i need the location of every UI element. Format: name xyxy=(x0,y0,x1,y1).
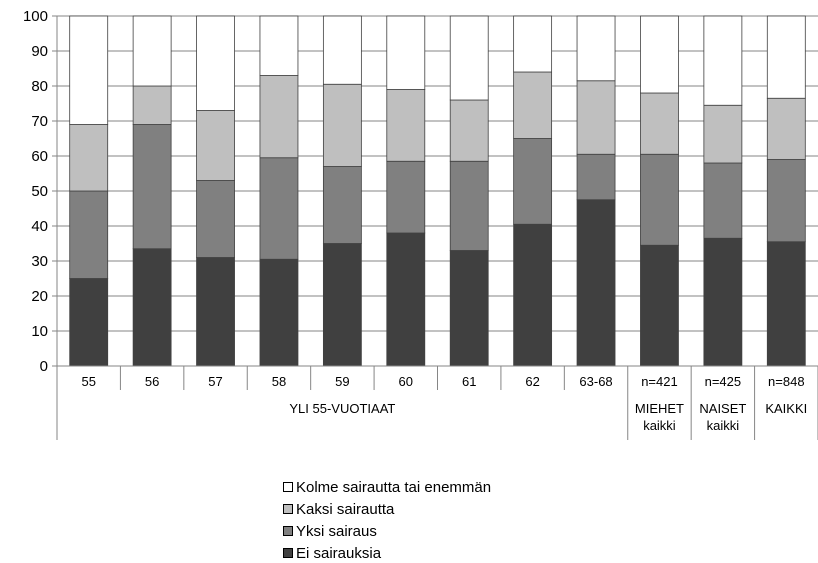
bar-segment xyxy=(69,278,109,367)
legend-swatch xyxy=(283,482,293,492)
axes: 0 10 20 30 40 50 60 70 80 90 100 55 56 57 58 59 60 61 62 63… xyxy=(23,8,818,440)
bar-segment xyxy=(703,104,743,164)
bar-segment xyxy=(259,15,299,76)
bar-segment xyxy=(322,83,362,167)
x-tick-label: 60 xyxy=(399,374,413,389)
bar-segment xyxy=(259,157,299,260)
legend-label: Ei sairauksia xyxy=(296,544,382,562)
y-tick-label: 40 xyxy=(31,218,48,235)
bar-segment xyxy=(576,80,616,155)
x-tick-label: 55 xyxy=(81,374,95,389)
legend-swatch xyxy=(283,548,293,558)
bar-segment xyxy=(196,110,235,181)
x-tick-label: 63-68 xyxy=(579,374,612,389)
bar-segment xyxy=(703,162,743,239)
bar-segment xyxy=(766,15,806,99)
legend-swatch xyxy=(283,526,293,536)
bar-segment xyxy=(513,223,553,367)
bar-segment xyxy=(259,258,299,367)
bar-segment xyxy=(196,15,235,111)
bar-segment xyxy=(449,250,489,367)
bar-segment xyxy=(576,153,616,201)
bars xyxy=(69,15,806,367)
x-group-label: YLI 55-VUOTIAAT xyxy=(289,401,395,416)
legend-label: Kaksi sairautta xyxy=(296,500,395,518)
gridlines xyxy=(57,15,818,332)
bar-segment xyxy=(576,199,616,367)
bar-segment xyxy=(513,15,553,73)
bar-segment xyxy=(69,190,109,279)
x-group-sublabel: kaikki xyxy=(707,418,740,433)
x-group-label: MIEHET xyxy=(635,401,684,416)
bar-segment xyxy=(259,75,299,159)
bar-segment xyxy=(640,15,679,94)
bar-segment xyxy=(196,180,235,258)
legend-label: Kolme sairautta tai enemmän xyxy=(296,478,492,496)
bar-segment xyxy=(513,71,553,139)
y-tick-label: 80 xyxy=(31,78,48,95)
legend-item: Ei sairauksia xyxy=(283,543,381,563)
y-tick-label: 70 xyxy=(31,113,48,130)
bar-segment xyxy=(449,99,489,162)
bar-segment xyxy=(322,166,362,244)
stacked-bar-chart: 0 10 20 30 40 50 60 70 80 90 100 55 56 57 58 59 60 61 62 63… xyxy=(23,8,818,440)
bar-segment xyxy=(513,138,553,225)
legend-item: Kolme sairautta tai enemmän xyxy=(283,477,491,497)
x-group-sublabel: kaikki xyxy=(643,418,676,433)
bar-segment xyxy=(640,153,679,246)
bar-segment xyxy=(766,241,806,367)
y-tick-label: 50 xyxy=(31,183,48,200)
bar-segment xyxy=(69,15,109,125)
y-tick-label: 10 xyxy=(31,323,48,340)
legend-swatch xyxy=(283,504,293,514)
bar-segment xyxy=(766,97,806,160)
x-tick-label: 56 xyxy=(145,374,159,389)
bar-segment xyxy=(69,124,109,192)
bar-segment xyxy=(576,15,616,82)
x-tick-label: n=425 xyxy=(705,374,742,389)
y-tick-label: 100 xyxy=(23,8,48,25)
bar-segment xyxy=(132,124,172,250)
y-tick-label: 60 xyxy=(31,148,48,165)
x-tick-label: n=848 xyxy=(768,374,805,389)
bar-segment xyxy=(132,248,172,367)
bar-segment xyxy=(386,15,426,90)
bar-segment xyxy=(703,15,743,106)
x-tick-label: 62 xyxy=(525,374,539,389)
bar-segment xyxy=(640,244,679,367)
x-group-label: NAISET xyxy=(699,401,746,416)
bar-segment xyxy=(640,92,679,155)
bar-segment xyxy=(703,237,743,367)
bar-segment xyxy=(132,85,172,125)
bar-segment xyxy=(449,15,489,101)
x-group-label: KAIKKI xyxy=(765,401,807,416)
bar-segment xyxy=(196,257,235,367)
x-tick-label: n=421 xyxy=(641,374,678,389)
bar-segment xyxy=(132,15,172,87)
y-tick-label: 30 xyxy=(31,253,48,270)
y-tick-label: 90 xyxy=(31,43,48,60)
x-tick-label: 58 xyxy=(272,374,286,389)
bar-segment xyxy=(322,243,362,367)
bar-segment xyxy=(766,159,806,243)
x-tick-label: 59 xyxy=(335,374,349,389)
y-tick-label: 0 xyxy=(40,358,48,375)
legend-item: Yksi sairaus xyxy=(283,521,377,541)
bar-segment xyxy=(386,232,426,367)
legend-label: Yksi sairaus xyxy=(296,522,377,540)
bar-segment xyxy=(322,15,362,85)
x-tick-label: 61 xyxy=(462,374,476,389)
legend-item: Kaksi sairautta xyxy=(283,499,394,519)
bar-segment xyxy=(386,160,426,234)
bar-segment xyxy=(386,89,426,162)
x-tick-label: 57 xyxy=(208,374,222,389)
y-tick-label: 20 xyxy=(31,288,48,305)
bar-segment xyxy=(449,160,489,251)
